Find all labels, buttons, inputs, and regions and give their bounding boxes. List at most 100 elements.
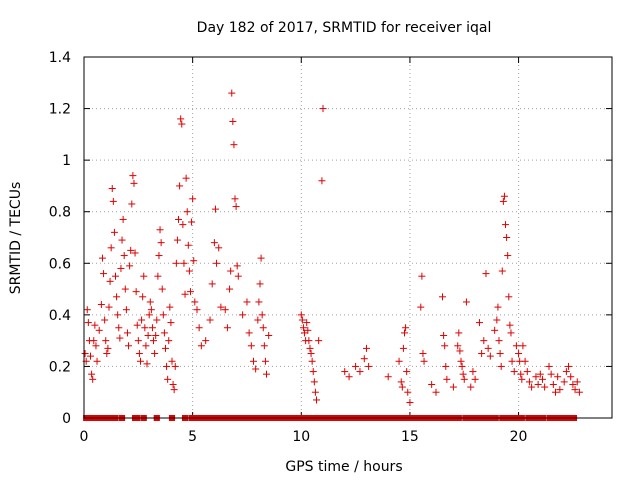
- data-point: [499, 197, 507, 205]
- data-point: [493, 316, 501, 324]
- data-point: [98, 254, 106, 262]
- data-point: [562, 368, 570, 376]
- data-point: [208, 280, 216, 288]
- data-point: [95, 326, 103, 334]
- data-point: [131, 249, 139, 257]
- data-point: [384, 373, 392, 381]
- data-point: [232, 203, 240, 211]
- data-point: [127, 246, 135, 254]
- data-point: [93, 357, 101, 365]
- data-point: [105, 303, 113, 311]
- data-point: [478, 350, 486, 358]
- data-point: [170, 386, 178, 394]
- data-point: [495, 337, 503, 345]
- data-point: [245, 329, 253, 337]
- data-point: [230, 141, 238, 149]
- data-point: [500, 192, 508, 200]
- data-point: [345, 373, 353, 381]
- data-point: [494, 303, 502, 311]
- data-point: [183, 208, 191, 216]
- data-point: [341, 368, 349, 376]
- data-point: [307, 350, 315, 358]
- data-point: [521, 357, 529, 365]
- data-point: [560, 378, 568, 386]
- data-point: [496, 350, 504, 358]
- data-point: [538, 375, 546, 383]
- data-point: [104, 344, 112, 352]
- data-point: [510, 368, 518, 376]
- data-point: [261, 357, 269, 365]
- data-point: [545, 362, 553, 370]
- data-point: [419, 350, 427, 358]
- data-point: [257, 254, 265, 262]
- data-point: [573, 378, 581, 386]
- data-point: [100, 270, 108, 278]
- data-point: [159, 311, 167, 319]
- data-point: [571, 386, 579, 394]
- data-point: [502, 221, 510, 229]
- data-point: [243, 298, 251, 306]
- data-point: [191, 298, 199, 306]
- data-point: [575, 388, 583, 396]
- data-point: [103, 350, 111, 358]
- data-point: [172, 259, 180, 267]
- data-point: [138, 316, 146, 324]
- data-point: [181, 290, 189, 298]
- data-point: [497, 362, 505, 370]
- data-point: [311, 388, 319, 396]
- data-point: [92, 342, 100, 350]
- data-point: [163, 362, 171, 370]
- data-point: [126, 262, 134, 270]
- data-point: [117, 264, 125, 272]
- data-points: [81, 89, 583, 407]
- y-tick-label: 0.8: [49, 205, 71, 221]
- data-point: [475, 319, 483, 327]
- data-point: [197, 342, 205, 350]
- x-tick-label: 0: [80, 429, 89, 445]
- data-point: [484, 344, 492, 352]
- data-point: [247, 342, 255, 350]
- data-point: [120, 252, 128, 260]
- data-point: [441, 342, 449, 350]
- data-point: [491, 326, 499, 334]
- data-point: [398, 383, 406, 391]
- x-tick-label: 5: [188, 429, 197, 445]
- data-point: [308, 357, 316, 365]
- data-point: [221, 306, 229, 314]
- data-point: [140, 272, 148, 280]
- data-point: [153, 316, 161, 324]
- data-point: [306, 344, 314, 352]
- data-point: [228, 89, 236, 97]
- data-point: [418, 272, 426, 280]
- grid-layer: [84, 57, 612, 418]
- data-point: [130, 179, 138, 187]
- data-point: [136, 357, 144, 365]
- data-point: [403, 368, 411, 376]
- data-point: [362, 344, 370, 352]
- data-point: [263, 370, 271, 378]
- data-point: [534, 380, 542, 388]
- data-point: [156, 226, 164, 234]
- data-point: [404, 388, 412, 396]
- data-point: [223, 324, 231, 332]
- data-point: [315, 337, 323, 345]
- data-point: [116, 334, 124, 342]
- data-point: [417, 303, 425, 311]
- data-point: [456, 347, 464, 355]
- data-point: [549, 380, 557, 388]
- data-point: [97, 301, 105, 309]
- data-point: [471, 375, 479, 383]
- data-point: [442, 362, 450, 370]
- data-point: [305, 337, 313, 345]
- data-point: [498, 267, 506, 275]
- data-point: [312, 396, 320, 404]
- data-point: [144, 331, 152, 339]
- data-point: [89, 375, 97, 383]
- data-point: [107, 244, 115, 252]
- data-point: [189, 195, 197, 203]
- data-point: [455, 329, 463, 337]
- chart-title: Day 182 of 2017, SRMTID for receiver iqa…: [197, 20, 492, 36]
- data-point: [486, 352, 494, 360]
- data-point: [119, 215, 127, 223]
